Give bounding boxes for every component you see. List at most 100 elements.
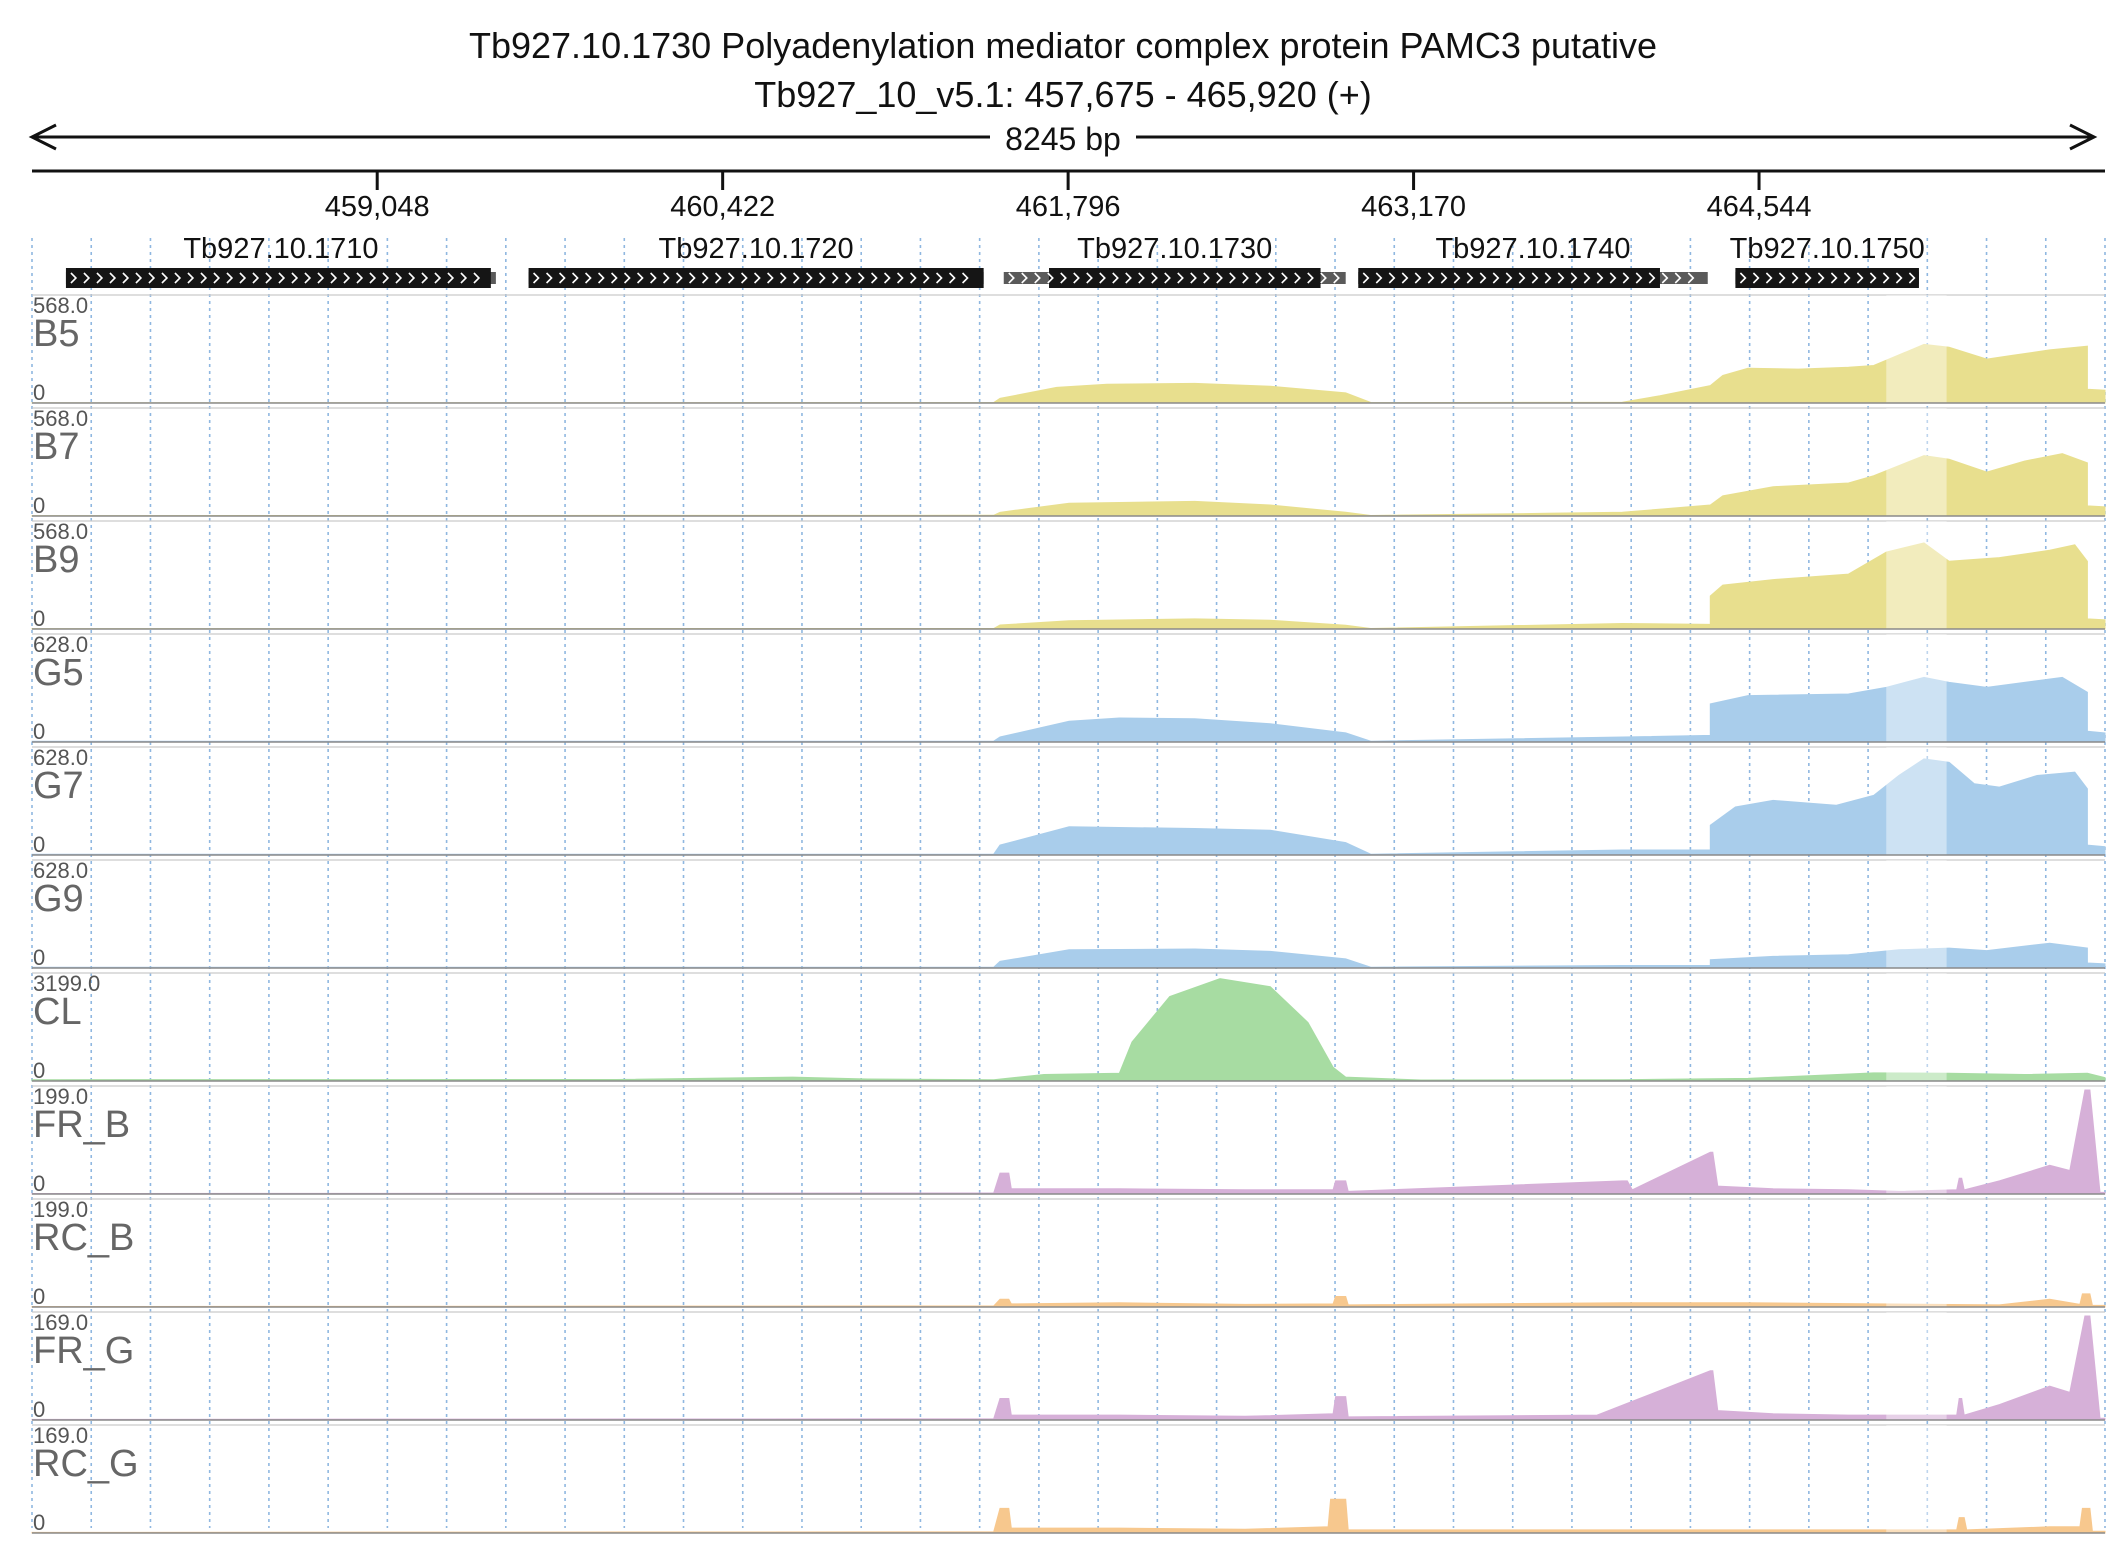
strand-chevron (1440, 272, 1448, 284)
strand-chevron (1674, 272, 1682, 284)
strand-chevron (343, 272, 351, 284)
strand-chevron (805, 272, 813, 284)
strand-chevron (382, 272, 390, 284)
strand-chevron (636, 272, 644, 284)
track-max-label: 169.0 (33, 1423, 88, 1448)
strand-chevron (1333, 272, 1340, 284)
strand-chevron (226, 272, 234, 284)
strand-chevron (83, 272, 91, 284)
track-max-label: 169.0 (33, 1310, 88, 1335)
strand-chevron (304, 272, 312, 284)
highlight-region (1886, 408, 1947, 516)
strand-chevron (1320, 272, 1327, 284)
strand-chevron (727, 272, 735, 284)
track-max-label: 568.0 (33, 406, 88, 431)
track-fr-g: 169.0FR_G 0 (31, 1310, 2106, 1422)
track-min-label: 0 (33, 493, 45, 518)
gene-label: Tb927.10.1750 (1730, 233, 1925, 265)
strand-chevron (896, 272, 904, 284)
track-name: G9 (33, 878, 84, 920)
track-g9: 628.0G9 0 (31, 858, 2106, 970)
strand-chevron (766, 272, 774, 284)
track-name: G5 (33, 652, 84, 694)
strand-chevron (935, 272, 943, 284)
strand-chevron (213, 272, 221, 284)
strand-chevron (96, 272, 104, 284)
strand-chevron (1375, 272, 1383, 284)
strand-chevron (1492, 272, 1500, 284)
track-name: CL (33, 991, 82, 1033)
ruler-tick-label: 459,048 (325, 191, 430, 223)
gene-label: Tb927.10.1730 (1077, 233, 1272, 265)
strand-chevron (1021, 272, 1028, 284)
gene-label: Tb927.10.1710 (183, 233, 378, 265)
track-max-label: 568.0 (33, 519, 88, 544)
strand-chevron (662, 272, 670, 284)
strand-chevron (1255, 272, 1262, 284)
track-max-label: 568.0 (33, 293, 88, 318)
strand-chevron (1281, 272, 1288, 284)
strand-chevron (1086, 272, 1093, 284)
strand-chevron (948, 272, 956, 284)
strand-chevron (922, 272, 930, 284)
gene-cds (1735, 268, 1919, 288)
strand-chevron (1687, 272, 1695, 284)
strand-chevron (909, 272, 917, 284)
track-name: RC_B (33, 1217, 134, 1259)
track-b7: 568.0B7 0 (31, 406, 2106, 518)
strand-chevron (571, 272, 579, 284)
strand-chevron (1830, 272, 1838, 284)
strand-chevron (1583, 272, 1591, 284)
strand-chevron (584, 272, 592, 284)
strand-chevron (265, 272, 273, 284)
track-max-label: 628.0 (33, 858, 88, 883)
strand-chevron (1856, 272, 1864, 284)
strand-chevron (1268, 272, 1275, 284)
strand-chevron (460, 272, 468, 284)
highlight-region (1886, 521, 1947, 629)
track-name: FR_B (33, 1104, 130, 1146)
ruler-tick-label: 464,544 (1707, 191, 1812, 223)
strand-chevron (1453, 272, 1461, 284)
gene-label: Tb927.10.1740 (1435, 233, 1630, 265)
strand-chevron (1817, 272, 1825, 284)
strand-chevron (1177, 272, 1184, 284)
strand-chevron (1099, 272, 1106, 284)
strand-chevron (1294, 272, 1301, 284)
track-max-label: 628.0 (33, 632, 88, 657)
track-name: B5 (33, 313, 79, 355)
vertical-grid (31, 238, 2106, 1528)
strand-chevron (239, 272, 247, 284)
strand-chevron (818, 272, 826, 284)
track-rc-b: 199.0RC_B 0 (31, 1197, 2106, 1309)
highlight-region (1886, 747, 1947, 855)
strand-chevron (831, 272, 839, 284)
span-length-label: 8245 bp (1005, 121, 1121, 157)
strand-chevron (1414, 272, 1422, 284)
strand-chevron (252, 272, 260, 284)
track-min-label: 0 (33, 832, 45, 857)
strand-chevron (1388, 272, 1396, 284)
strand-chevron (109, 272, 117, 284)
track-name: B9 (33, 539, 79, 581)
strand-chevron (1307, 272, 1314, 284)
highlight-region (1886, 1425, 1947, 1533)
strand-chevron (395, 272, 403, 284)
strand-chevron (1635, 272, 1643, 284)
strand-chevron (161, 272, 169, 284)
track-g5: 628.0G5 0 (31, 632, 2106, 744)
track-g7: 628.0G7 0 (31, 745, 2106, 857)
strand-chevron (70, 272, 78, 284)
strand-chevron (870, 272, 878, 284)
strand-chevron (1518, 272, 1526, 284)
figure-subtitle: Tb927_10_v5.1: 457,675 - 465,920 (+) (754, 74, 1371, 115)
strand-chevron (1203, 272, 1210, 284)
strand-chevron (1804, 272, 1812, 284)
highlight-region (1886, 634, 1947, 742)
strand-chevron (961, 272, 969, 284)
coverage-area (31, 942, 2106, 969)
strand-chevron (1882, 272, 1890, 284)
gene-annotation-track: Tb927.10.1710 Tb927.10.1720 Tb927.10.1730 T… (65, 233, 1925, 288)
ruler-tick-label: 460,422 (670, 191, 775, 223)
strand-chevron (675, 272, 683, 284)
